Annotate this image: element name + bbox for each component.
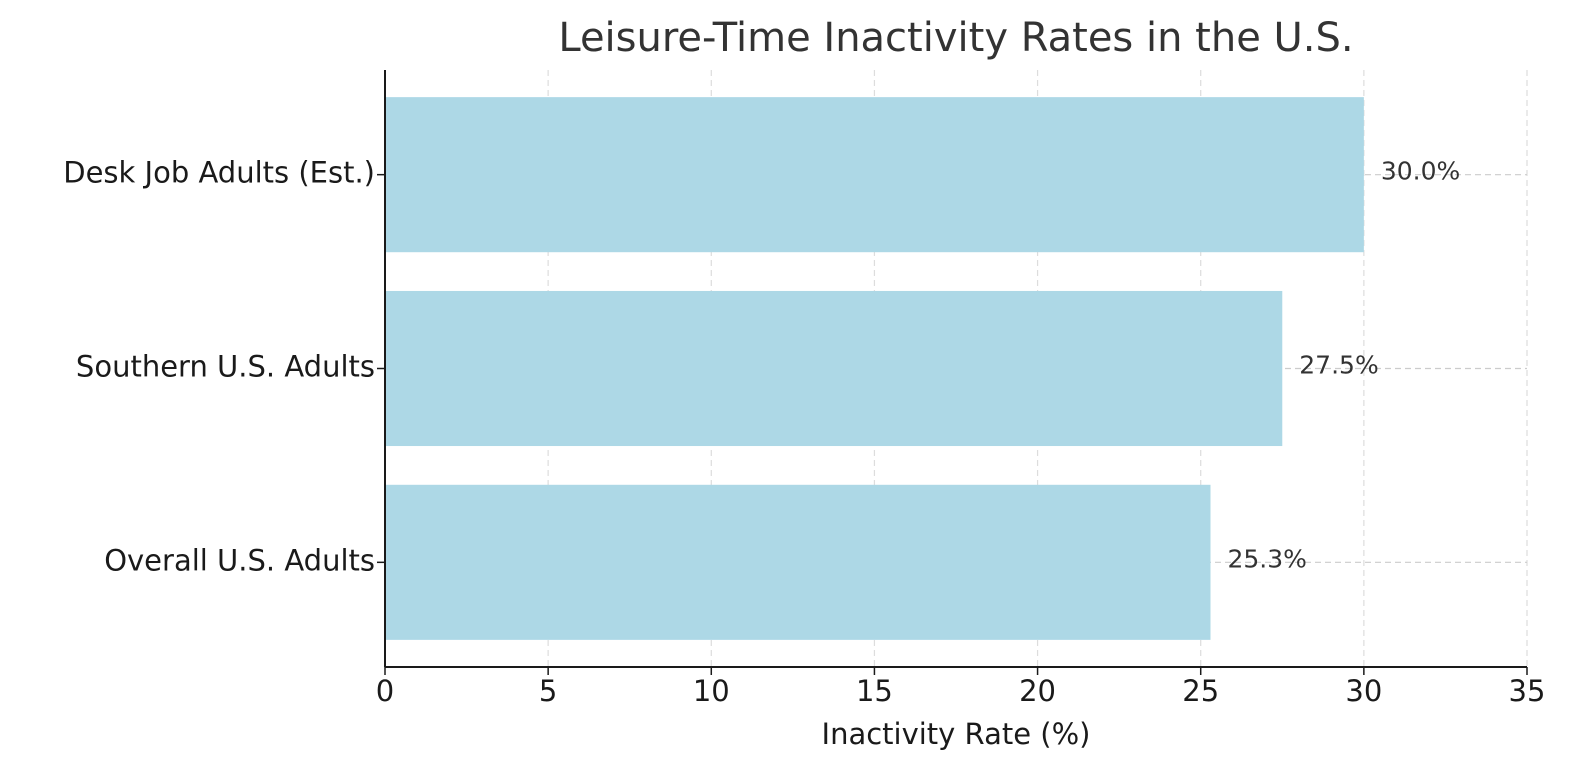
x-tick-label: 10 [693, 674, 730, 708]
x-tick-label: 15 [856, 674, 893, 708]
value-label: 27.5% [1299, 351, 1378, 380]
y-tick-label: Southern U.S. Adults [76, 350, 375, 384]
x-tick-label: 35 [1509, 674, 1546, 708]
x-tick-label: 25 [1182, 674, 1219, 708]
bar [385, 290, 1283, 447]
y-tick-label: Overall U.S. Adults [104, 543, 375, 577]
bar [385, 97, 1364, 253]
x-tick-label: 20 [1019, 674, 1056, 708]
bar [385, 484, 1211, 640]
value-label: 25.3% [1228, 544, 1307, 573]
x-axis-label: Inactivity Rate (%) [822, 717, 1091, 751]
x-tick-label: 30 [1345, 674, 1382, 708]
value-label: 30.0% [1381, 157, 1460, 186]
x-tick-label: 5 [539, 674, 557, 708]
y-tick-label: Desk Job Adults (Est.) [63, 156, 375, 190]
x-tick-label: 0 [376, 674, 394, 708]
chart-title: Leisure-Time Inactivity Rates in the U.S… [558, 15, 1353, 61]
